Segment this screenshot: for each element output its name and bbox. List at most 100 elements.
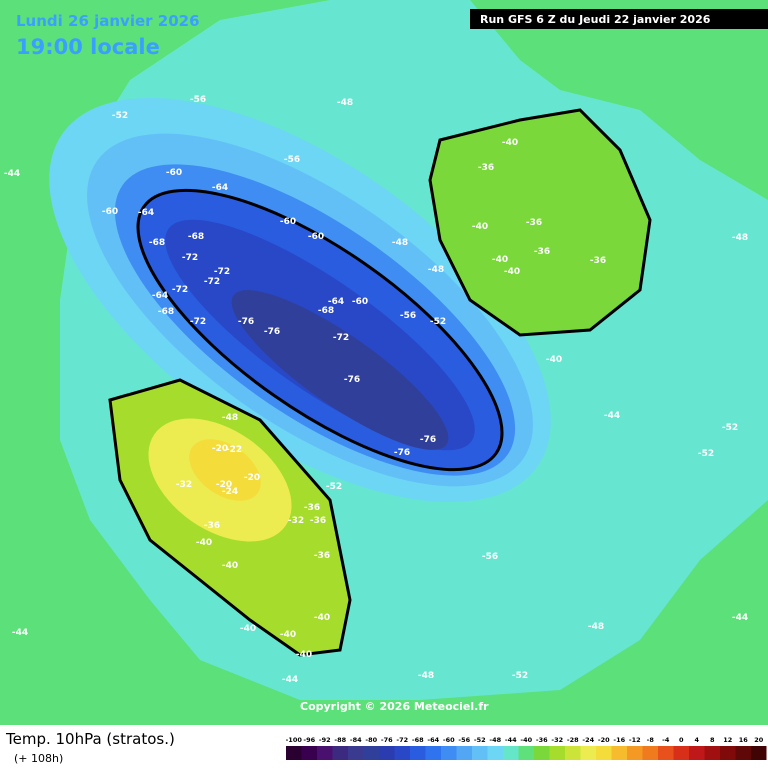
contour-label: -36 bbox=[478, 163, 494, 173]
green-zone bbox=[428, 108, 652, 337]
contour-label: -48 bbox=[337, 98, 353, 108]
scale-swatch bbox=[518, 746, 534, 760]
scale-label: -80 bbox=[365, 736, 377, 744]
contour-label: -48 bbox=[392, 238, 408, 248]
contour-label: -48 bbox=[418, 671, 434, 681]
scale-label: -4 bbox=[662, 736, 670, 744]
contour-label: -76 bbox=[264, 327, 280, 337]
contour-label: -40 bbox=[240, 624, 256, 634]
contour-label: -56 bbox=[284, 155, 300, 165]
zone-76 bbox=[231, 290, 449, 450]
scale-swatch bbox=[456, 746, 472, 760]
scale-label: -20 bbox=[598, 736, 610, 744]
scale-swatch bbox=[410, 746, 426, 760]
scale-label: 0 bbox=[679, 736, 684, 744]
scale-swatch bbox=[689, 746, 705, 760]
contour-label: -40 bbox=[222, 561, 238, 571]
contour-label: -60 bbox=[102, 207, 118, 217]
scale-label: -64 bbox=[427, 736, 439, 744]
scale-swatch bbox=[704, 746, 720, 760]
contour-labels: -60-64-60 -64-68-68-72-72-72-76-76-72-72-… bbox=[4, 95, 748, 685]
scale-swatch bbox=[363, 746, 379, 760]
contour-label: -60 bbox=[166, 168, 182, 178]
copyright: Copyright © 2026 Meteociel.fr bbox=[300, 700, 489, 713]
scale-label: -40 bbox=[520, 736, 532, 744]
scale-swatch bbox=[348, 746, 364, 760]
run-box bbox=[470, 9, 768, 29]
contour-label: -68 bbox=[149, 238, 165, 248]
scale-label: -52 bbox=[474, 736, 486, 744]
contour-label: -40 bbox=[546, 355, 562, 365]
contour-label: -44 bbox=[12, 628, 28, 638]
contour-label: -48 bbox=[588, 622, 604, 632]
scale-label: -88 bbox=[334, 736, 346, 744]
scale-label: -8 bbox=[647, 736, 655, 744]
scale-swatch bbox=[317, 746, 333, 760]
contour-label: -64 bbox=[138, 208, 154, 218]
contour-label: -72 bbox=[182, 253, 198, 263]
contour-label: -56 bbox=[482, 552, 498, 562]
scale-label: -24 bbox=[582, 736, 594, 744]
contour-label: -32 bbox=[288, 516, 304, 526]
contour-label: -20 bbox=[244, 473, 260, 483]
contour-label: -72 bbox=[172, 285, 188, 295]
scale-swatch bbox=[673, 746, 689, 760]
contour-label: -44 bbox=[604, 411, 620, 421]
footer-title: Temp. 10hPa (stratos.) bbox=[5, 730, 175, 748]
scale-label: 12 bbox=[723, 736, 732, 744]
contour-label: -60 bbox=[280, 217, 296, 227]
scale-label: -76 bbox=[381, 736, 393, 744]
contour-label: -60 bbox=[352, 297, 368, 307]
scale-label: -36 bbox=[536, 736, 548, 744]
time-text: 19:00 locale bbox=[16, 35, 160, 59]
scale-swatch bbox=[472, 746, 488, 760]
contour-label: -76 bbox=[238, 317, 254, 327]
contour-label: -68 bbox=[188, 232, 204, 242]
warm-center bbox=[189, 439, 261, 501]
contour-label: -76 bbox=[344, 375, 360, 385]
scale-label: -60 bbox=[443, 736, 455, 744]
scale-swatch bbox=[332, 746, 348, 760]
contour-label: -40 bbox=[472, 222, 488, 232]
scale-swatch bbox=[425, 746, 441, 760]
scale-swatch bbox=[751, 746, 767, 760]
scale-swatch bbox=[735, 746, 751, 760]
contour-label: -52 bbox=[430, 317, 446, 327]
contour-label: -52 bbox=[112, 111, 128, 121]
contour-label: -22 bbox=[226, 445, 242, 455]
scale-label: -32 bbox=[551, 736, 563, 744]
contour-label: -52 bbox=[326, 482, 342, 492]
contour-label: -44 bbox=[732, 613, 748, 623]
contour-label: -44 bbox=[282, 675, 298, 685]
scale-swatch bbox=[379, 746, 395, 760]
contour-label: -20 bbox=[216, 480, 232, 490]
contour-label: -40 bbox=[502, 138, 518, 148]
contour-label: -40 bbox=[504, 267, 520, 277]
scale-label: -100 bbox=[286, 736, 303, 744]
contour-label: -68 bbox=[158, 307, 174, 317]
contour-label: -36 bbox=[314, 551, 330, 561]
scale-label: -28 bbox=[567, 736, 579, 744]
scale-label: -96 bbox=[303, 736, 315, 744]
contour-label: -76 bbox=[394, 448, 410, 458]
scale-label: -84 bbox=[350, 736, 362, 744]
contour-label: -64 bbox=[212, 183, 228, 193]
scale-swatch bbox=[503, 746, 519, 760]
scale-label: 16 bbox=[739, 736, 749, 744]
scale-swatch bbox=[441, 746, 457, 760]
contour-label: -48 bbox=[428, 265, 444, 275]
contour-label: -52 bbox=[698, 449, 714, 459]
contour-label: -36 bbox=[526, 218, 542, 228]
contour-label: -52 bbox=[722, 423, 738, 433]
contour-label: -48 bbox=[222, 413, 238, 423]
contour-label: -40 bbox=[196, 538, 212, 548]
contour-label: -56 bbox=[190, 95, 206, 105]
contour-label: -36 bbox=[590, 256, 606, 266]
scale-label: -48 bbox=[489, 736, 501, 744]
contour-label: -20 bbox=[212, 444, 228, 454]
scale-swatch bbox=[596, 746, 612, 760]
scale-swatch bbox=[394, 746, 410, 760]
scale-label: 8 bbox=[710, 736, 715, 744]
scale-label: -44 bbox=[505, 736, 517, 744]
